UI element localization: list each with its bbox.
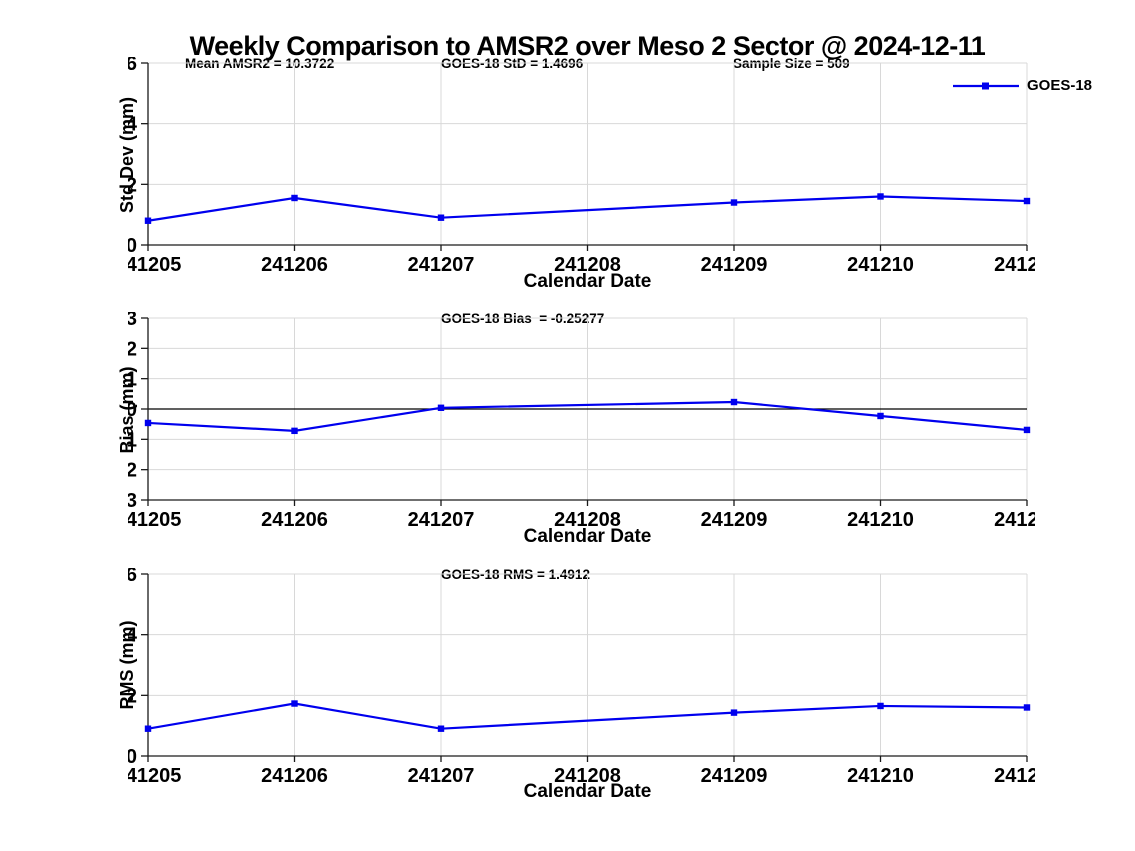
data-line xyxy=(147,195,1028,222)
svg-text:241207: 241207 xyxy=(408,765,475,784)
svg-text:2: 2 xyxy=(128,338,137,360)
data-markers xyxy=(144,398,1031,435)
svg-text:3: 3 xyxy=(128,312,137,330)
chart-title: Weekly Comparison to AMSR2 over Meso 2 S… xyxy=(189,31,986,61)
bias-plot-area: -3 -2 -1 0 1 2 3 241205 241206 241207 241208 241209… xyxy=(128,312,1035,528)
svg-text:4: 4 xyxy=(128,625,138,647)
grid-lines xyxy=(148,573,1028,756)
svg-text:241209: 241209 xyxy=(701,254,768,273)
data-line xyxy=(147,702,1028,730)
svg-text:241206: 241206 xyxy=(261,509,328,528)
data-line xyxy=(147,400,1028,432)
svg-text:2: 2 xyxy=(128,174,137,196)
tick-marks xyxy=(141,317,1028,506)
svg-text:6: 6 xyxy=(128,568,137,586)
svg-text:0: 0 xyxy=(128,235,137,257)
stddev-plot-area: 0 2 4 6 241205 241206 241207 241208 241209 241210… xyxy=(128,57,1035,273)
y-tick-labels: 0 2 4 6 xyxy=(128,568,138,768)
svg-text:241211: 241211 xyxy=(994,509,1035,528)
svg-text:241206: 241206 xyxy=(261,254,328,273)
x-tick-labels: 241205 241206 241207 241208 241209 241210 2412… xyxy=(128,509,1035,528)
x-axis-label-rms: Calendar Date xyxy=(523,781,652,802)
x-tick-labels: 241205 241206 241207 241208 241209 241210 2412… xyxy=(128,765,1035,784)
grid-lines xyxy=(148,62,1028,245)
svg-text:4: 4 xyxy=(128,114,138,136)
y-tick-labels: 0 2 4 6 xyxy=(128,57,138,257)
svg-text:1: 1 xyxy=(128,369,137,391)
svg-text:241208: 241208 xyxy=(554,765,621,784)
svg-text:241209: 241209 xyxy=(701,765,768,784)
svg-text:241210: 241210 xyxy=(847,509,914,528)
legend-marker-icon xyxy=(982,82,989,89)
tick-marks xyxy=(141,573,1028,762)
legend: GOES-18 xyxy=(952,77,1092,94)
svg-text:241208: 241208 xyxy=(554,509,621,528)
tick-marks xyxy=(141,62,1028,251)
svg-text:241205: 241205 xyxy=(128,765,181,784)
svg-text:-1: -1 xyxy=(128,429,137,451)
data-markers xyxy=(144,193,1031,224)
svg-text:0: 0 xyxy=(128,399,137,421)
x-axis-label-bias: Calendar Date xyxy=(523,526,652,547)
svg-text:241208: 241208 xyxy=(554,254,621,273)
svg-text:241209: 241209 xyxy=(701,509,768,528)
svg-text:241206: 241206 xyxy=(261,765,328,784)
svg-text:241210: 241210 xyxy=(847,254,914,273)
legend-label: GOES-18 xyxy=(1027,77,1093,94)
svg-text:6: 6 xyxy=(128,57,137,75)
svg-text:241205: 241205 xyxy=(128,509,181,528)
x-tick-labels: 241205 241206 241207 241208 241209 241210 2412… xyxy=(128,254,1035,273)
svg-text:241207: 241207 xyxy=(408,254,475,273)
legend-line-sample xyxy=(953,82,1019,89)
svg-text:0: 0 xyxy=(128,746,137,768)
svg-text:241211: 241211 xyxy=(994,254,1035,273)
svg-text:241211: 241211 xyxy=(994,765,1035,784)
svg-text:-3: -3 xyxy=(128,490,137,512)
x-axis-label-stddev: Calendar Date xyxy=(523,271,652,292)
svg-text:241205: 241205 xyxy=(128,254,181,273)
rms-plot-area: 0 2 4 6 241205 241206 241207 241208 241209 241210… xyxy=(128,568,1035,784)
svg-text:241207: 241207 xyxy=(408,509,475,528)
data-markers xyxy=(144,700,1031,732)
y-tick-labels: -3 -2 -1 0 1 2 3 xyxy=(128,312,137,512)
svg-text:2: 2 xyxy=(128,685,137,707)
svg-text:241210: 241210 xyxy=(847,765,914,784)
svg-text:-2: -2 xyxy=(128,460,137,482)
